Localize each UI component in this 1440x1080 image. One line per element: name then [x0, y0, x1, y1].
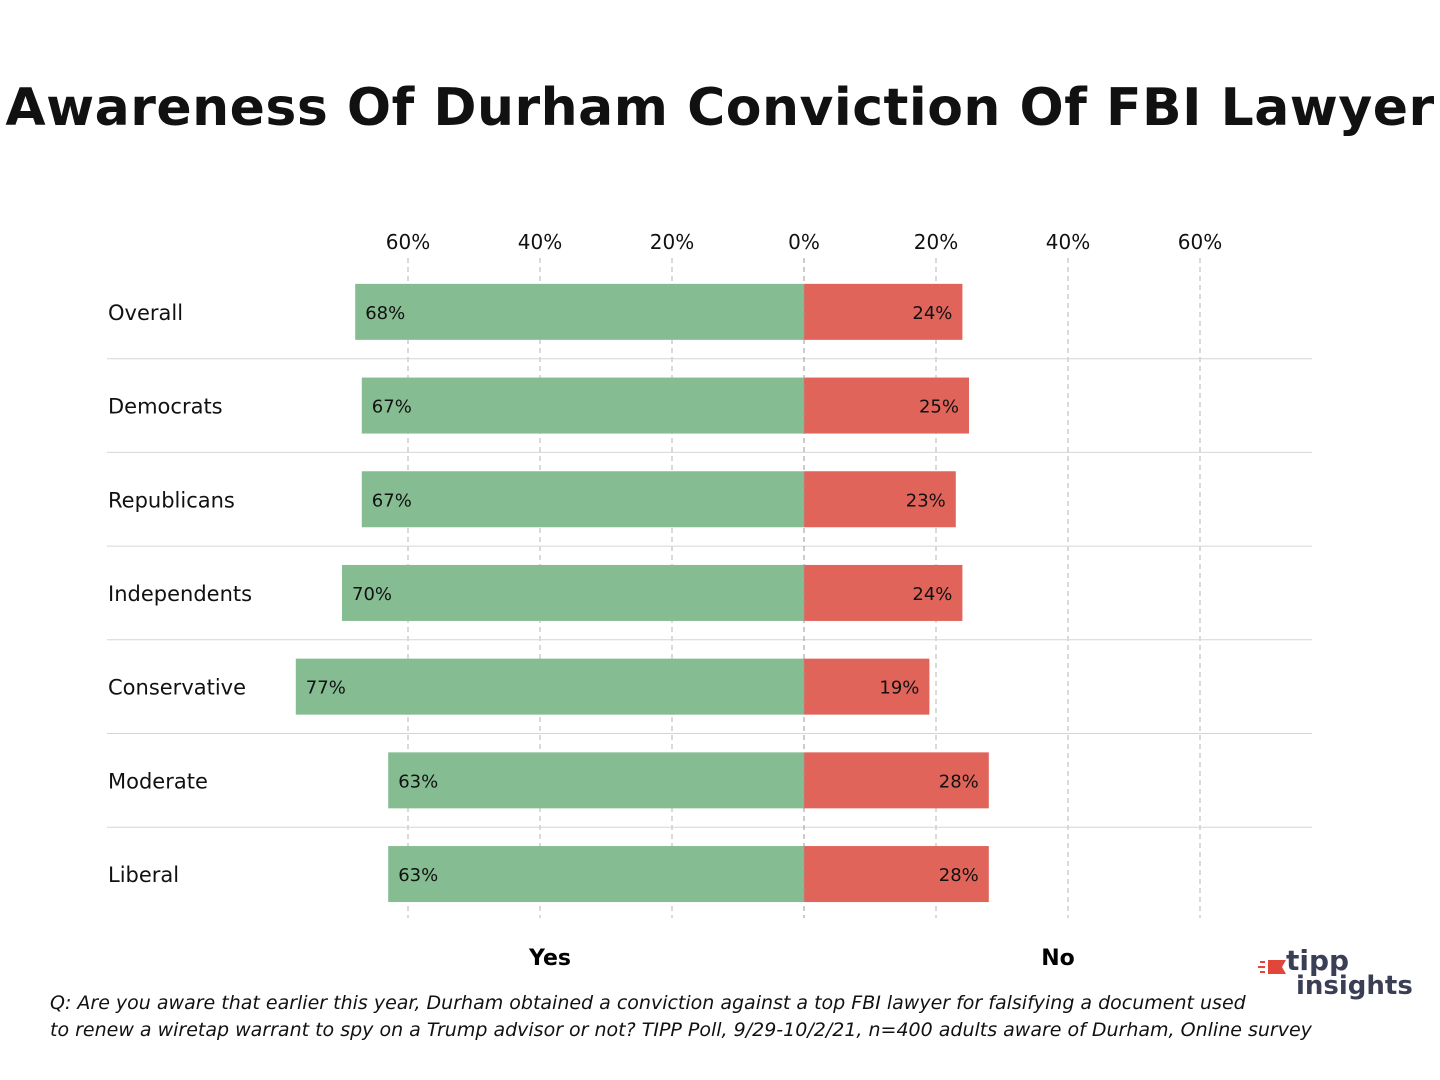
diverging-bar-chart: 60% 40% 20% 0% 20% 40% 60% Overall 68% 24% Democra…	[107, 230, 1312, 971]
bar-no-3	[804, 564, 963, 621]
value-label-no-0: 24%	[912, 303, 952, 324]
bar-yes-5	[388, 752, 804, 809]
value-label-yes-4: 77%	[306, 678, 346, 699]
tick-label-6: 60%	[1178, 230, 1222, 254]
value-label-no-1: 25%	[919, 397, 959, 418]
bar-yes-2	[361, 471, 804, 528]
bar-yes-3	[342, 564, 804, 621]
tick-label-1: 40%	[518, 230, 562, 254]
tick-label-4: 20%	[914, 230, 958, 254]
value-label-yes-1: 67%	[372, 397, 412, 418]
value-label-no-3: 24%	[912, 584, 952, 605]
bar-no-5	[804, 752, 989, 809]
side-label-no: No	[1041, 946, 1075, 971]
bar-no-0	[804, 283, 963, 340]
survey-footnote: Q: Are you aware that earlier this year,…	[50, 990, 1390, 1044]
footnote-line-2: to renew a wiretap warrant to spy on a T…	[50, 1019, 1312, 1041]
category-label-4: Conservative	[108, 676, 246, 700]
tipp-insights-logo: tipp insights	[1258, 944, 1413, 1004]
tick-label-3: 0%	[788, 230, 820, 254]
category-label-2: Republicans	[108, 488, 235, 512]
category-label-1: Democrats	[108, 395, 223, 419]
value-label-no-2: 23%	[906, 490, 946, 511]
tick-label-0: 60%	[386, 230, 430, 254]
bar-yes-0	[355, 283, 804, 340]
value-label-no-4: 19%	[879, 678, 919, 699]
tipp-flag-icon	[1258, 960, 1286, 974]
value-label-yes-6: 63%	[398, 865, 438, 886]
category-label-5: Moderate	[108, 769, 208, 793]
category-label-0: Overall	[108, 301, 183, 325]
value-label-no-5: 28%	[939, 771, 979, 792]
chart-title: Awareness Of Durham Conviction Of FBI La…	[5, 78, 1435, 138]
tick-label-5: 40%	[1046, 230, 1090, 254]
footnote-line-1: Q: Are you aware that earlier this year,…	[50, 992, 1246, 1014]
value-label-yes-0: 68%	[365, 303, 405, 324]
logo-text-insights: insights	[1296, 971, 1413, 1001]
value-label-no-6: 28%	[939, 865, 979, 886]
value-label-yes-5: 63%	[398, 771, 438, 792]
bar-no-2	[804, 471, 956, 528]
bar-yes-4	[295, 658, 804, 715]
bar-yes-6	[388, 846, 804, 903]
tick-label-2: 20%	[650, 230, 694, 254]
value-label-yes-2: 67%	[372, 490, 412, 511]
category-label-3: Independents	[108, 582, 252, 606]
bar-no-1	[804, 377, 969, 434]
category-label-6: Liberal	[108, 863, 179, 887]
bar-no-4	[804, 658, 930, 715]
logo-text-tipp: tipp	[1286, 944, 1350, 977]
bar-no-6	[804, 846, 989, 903]
side-label-yes: Yes	[528, 946, 571, 971]
bar-yes-1	[361, 377, 804, 434]
value-label-yes-3: 70%	[352, 584, 392, 605]
